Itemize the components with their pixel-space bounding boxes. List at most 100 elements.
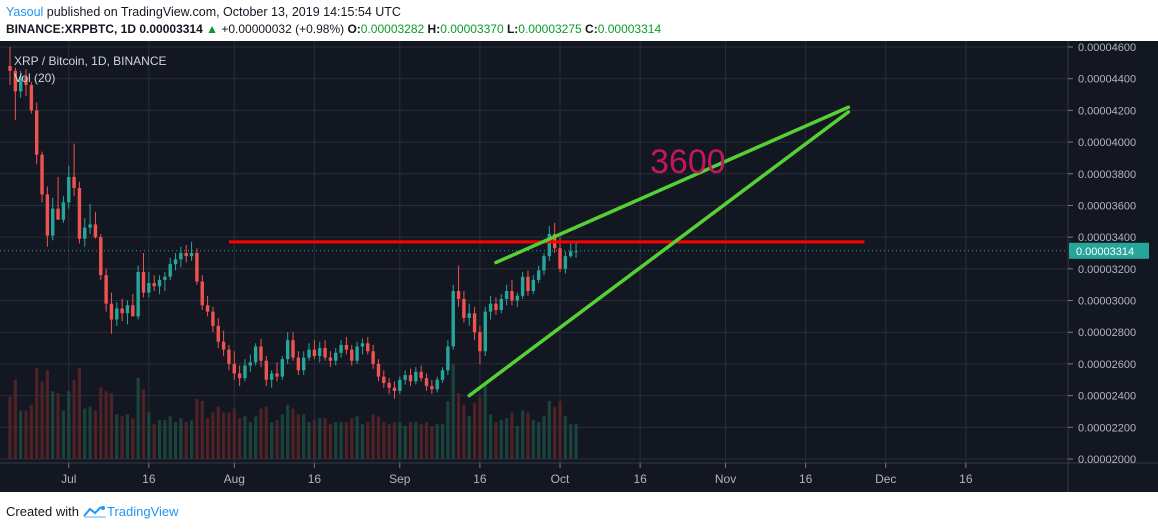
volume-bar [184, 422, 188, 459]
volume-bar [537, 422, 541, 459]
candle-down [77, 188, 82, 239]
price-axis[interactable]: 0.00004600 0.00004400 0.00004200 0.00004000… [1068, 42, 1149, 466]
candle-down [387, 382, 391, 388]
annotation-3600[interactable]: 3600 [650, 143, 726, 181]
volume-bar [24, 410, 28, 459]
candle-down [120, 308, 124, 314]
volume-bar [296, 414, 300, 459]
y-tick-label: 0.00004200 [1078, 105, 1136, 117]
candle-down [237, 373, 242, 379]
y-tick-label: 0.00004000 [1078, 137, 1136, 149]
volume-bar [238, 418, 242, 459]
volume-bar [222, 412, 226, 459]
volume-bar [430, 425, 434, 459]
y-tick-label: 0.00003600 [1078, 200, 1136, 212]
volume-bar [216, 406, 220, 459]
candle-down [104, 275, 108, 304]
volume-bar [77, 368, 82, 459]
volume-bar [414, 422, 418, 459]
candle-up [163, 276, 167, 280]
volume-bar [419, 424, 423, 459]
candles [8, 47, 578, 399]
volume-bar [205, 418, 210, 459]
candle-down [35, 110, 39, 155]
volume-bar [286, 404, 290, 459]
candle-up [569, 251, 573, 257]
candle-up [285, 340, 290, 360]
candle-up [88, 224, 92, 228]
volume-bar [157, 420, 162, 459]
volume-bar [275, 420, 279, 459]
volume-bar [344, 422, 349, 459]
candle-down [40, 154, 44, 195]
volume-bar [147, 412, 151, 459]
candle-up [253, 346, 258, 363]
x-tick-label: Aug [224, 472, 245, 486]
candle-up [563, 256, 568, 269]
x-tick-label: 16 [959, 472, 973, 486]
volume-bar [291, 408, 295, 459]
symbol-name: BINANCE:XRPBTC, 1D [6, 22, 137, 36]
volume-bar [403, 425, 407, 459]
candle-up [440, 370, 445, 380]
drawings[interactable] [228, 105, 865, 398]
time-axis[interactable]: Jul 16 Aug 16 Sep 16 Oct 16 Nov 16 Dec 16 [61, 463, 973, 486]
candle-up [355, 346, 359, 361]
candle-up [179, 253, 183, 260]
volume-bar [408, 422, 413, 459]
x-tick-label: Dec [875, 472, 896, 486]
volume-bar [136, 377, 140, 459]
volume-bar [179, 418, 183, 459]
volume-bar [259, 408, 263, 459]
volume-bar [200, 400, 204, 459]
volume-bar [88, 406, 92, 459]
candle-up [488, 303, 493, 312]
volume-bar [61, 410, 65, 459]
candle-up [499, 298, 503, 311]
volume-bar [494, 422, 498, 459]
tradingview-logo[interactable]: TradingView [83, 504, 179, 519]
candle-down [45, 194, 50, 236]
volume-bar [232, 408, 236, 459]
volume-bar [467, 416, 471, 459]
volume-bar [248, 422, 252, 459]
low-label: L: [506, 22, 519, 36]
candle-down [472, 313, 477, 333]
volume-bar [152, 424, 156, 459]
volume-bar [510, 412, 514, 459]
high-value: 0.00003370 [440, 22, 504, 36]
candle-down [366, 343, 370, 352]
candle-down [141, 272, 146, 293]
candle-up [318, 348, 322, 356]
price-chart[interactable]: 0.00004600 0.00004400 0.00004200 0.00004000… [0, 41, 1158, 492]
volume-bar [483, 383, 487, 459]
tradingview-logo-icon [83, 505, 106, 518]
candle-up [243, 365, 247, 379]
volume-bar [424, 422, 429, 459]
volume-bar [334, 422, 338, 459]
chart-area[interactable]: 0.00004600 0.00004400 0.00004200 0.00004000… [0, 41, 1158, 492]
candle-down [424, 378, 429, 387]
volume-bar [366, 422, 370, 459]
candle-down [99, 237, 103, 276]
candle-down [184, 253, 188, 257]
volume-bar [115, 414, 119, 459]
close-label: C: [585, 22, 598, 36]
candle-down [195, 253, 199, 282]
candle-down [382, 376, 386, 383]
tradingview-brand: TradingView [106, 504, 179, 519]
candle-up [115, 308, 119, 320]
chart-background [0, 41, 1158, 492]
volume-bar [563, 416, 567, 459]
author-name[interactable]: Yasoul [6, 5, 44, 19]
candle-down [323, 348, 327, 358]
volume-bar [569, 424, 573, 459]
volume-bar [109, 393, 114, 459]
candle-down [29, 85, 34, 111]
candle-down [56, 208, 60, 220]
candle-up [51, 208, 55, 236]
candle-down [259, 346, 263, 361]
high-label: H: [427, 22, 441, 36]
volume-bar [499, 420, 503, 459]
candle-down [392, 387, 397, 391]
